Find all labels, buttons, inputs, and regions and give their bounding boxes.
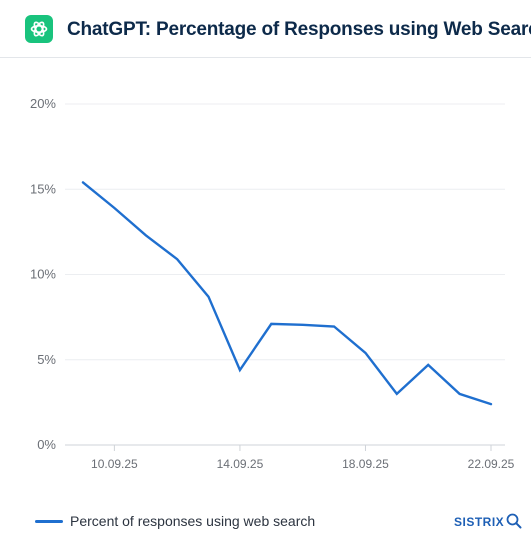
x-tick-label: 14.09.25 [217,457,264,471]
y-tick-label: 5% [37,352,56,367]
x-tick-label: 18.09.25 [342,457,389,471]
y-tick-label: 15% [30,181,56,196]
y-tick-label: 20% [30,96,56,111]
y-tick-label: 10% [30,267,56,282]
series-line [81,181,493,406]
x-tick-label: 10.09.25 [91,457,138,471]
line-chart: 0% 5% 10% 15% 20% 10.09.25 14.09.25 18.09.25 22.… [30,96,515,471]
axes: 0% 5% 10% 15% 20% 10.09.25 14.09.25 18.09.25 22.… [30,96,515,471]
chart-header: ChatGPT: Percentage of Responses using W… [0,0,531,58]
magnifier-icon [506,513,522,529]
chatgpt-logo-icon [25,15,53,43]
x-tick-label: 22.09.25 [468,457,515,471]
legend-swatch [35,520,63,523]
legend-label: Percent of responses using web search [70,513,316,529]
series-lines [81,181,493,406]
chart-title: ChatGPT: Percentage of Responses using W… [67,19,531,40]
brand-text: SISTRIX [454,515,505,529]
y-tick-label: 0% [37,437,56,452]
gridlines [65,103,505,446]
